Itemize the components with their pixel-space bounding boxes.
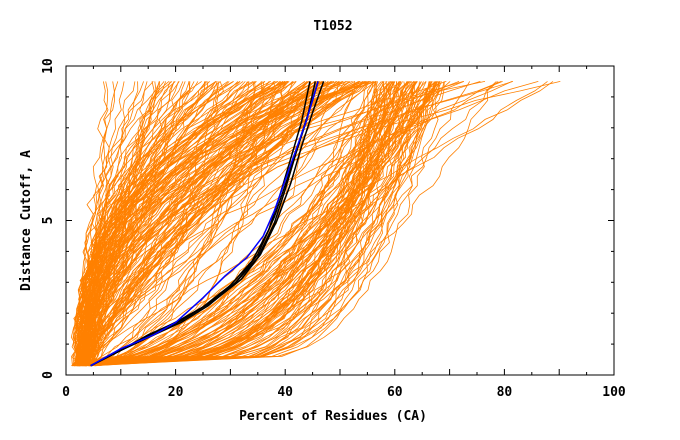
- background-series-line: [83, 81, 376, 367]
- x-tick-labels: 0 20 40 60 80 100: [62, 385, 626, 400]
- background-series-line: [76, 81, 248, 366]
- y-axis-label: Distance Cutoff, A: [19, 150, 34, 291]
- background-series-line: [84, 81, 392, 367]
- background-series-line: [78, 81, 451, 367]
- background-series-line: [88, 81, 464, 366]
- background-series-line: [79, 81, 364, 366]
- background-series-line: [79, 81, 369, 367]
- background-series-line: [74, 81, 361, 366]
- background-series-line: [80, 81, 369, 366]
- background-series-line: [72, 81, 486, 366]
- background-series-line: [88, 81, 402, 367]
- background-series-line: [76, 81, 554, 367]
- background-series-line: [81, 81, 408, 367]
- background-series-line: [88, 81, 415, 367]
- y-tick-label: 0: [41, 371, 56, 379]
- background-series-line: [94, 81, 282, 367]
- background-series-line: [82, 81, 337, 366]
- background-series-line: [75, 81, 364, 366]
- background-series-line: [83, 81, 393, 367]
- background-series-line: [82, 81, 396, 367]
- background-series-line: [74, 81, 281, 366]
- background-series-line: [78, 81, 432, 367]
- background-series-line: [94, 81, 431, 367]
- background-series-line: [89, 81, 427, 367]
- background-series-line: [73, 81, 471, 367]
- background-series-line: [85, 81, 359, 366]
- x-tick-label: 80: [497, 385, 513, 400]
- y-tick-label: 5: [41, 217, 56, 225]
- background-series-line: [88, 81, 502, 366]
- background-series-line: [74, 81, 387, 367]
- background-series-line: [88, 81, 285, 366]
- series-line-5: [90, 81, 319, 367]
- background-series-line: [89, 81, 338, 366]
- series-line-3: [90, 81, 311, 367]
- x-tick-label: 100: [602, 385, 626, 400]
- background-series-line: [89, 81, 400, 367]
- y-tick-label: 10: [41, 58, 56, 74]
- background-series-line: [90, 81, 499, 367]
- background-series-line: [83, 81, 309, 366]
- background-series-line: [77, 81, 255, 367]
- background-series-line: [87, 81, 333, 366]
- x-tick-label: 20: [168, 385, 184, 400]
- x-axis-label: Percent of Residues (CA): [239, 409, 427, 424]
- background-series-line: [73, 81, 441, 367]
- series-line-2: [90, 81, 325, 367]
- background-series-line: [90, 81, 297, 366]
- background-series-line: [90, 81, 279, 366]
- background-series-line: [87, 81, 548, 367]
- background-series-line: [85, 81, 497, 367]
- background-series-line: [90, 81, 445, 367]
- background-series-line: [84, 81, 445, 367]
- background-series-line: [73, 81, 431, 367]
- background-series-line: [72, 81, 217, 366]
- background-series-line: [79, 81, 262, 366]
- background-series-line: [92, 81, 539, 366]
- background-series-line: [87, 81, 324, 366]
- background-series-line: [83, 81, 409, 367]
- x-tick-label: 40: [277, 385, 293, 400]
- background-series-line: [86, 81, 422, 367]
- axis-ticks: [65, 65, 615, 376]
- background-series-line: [90, 81, 377, 367]
- background-series-line: [91, 81, 424, 367]
- background-series-line: [80, 81, 447, 366]
- background-series-line: [77, 81, 109, 366]
- background-series-group: [70, 81, 561, 367]
- x-tick-label: 60: [387, 385, 403, 400]
- background-series-line: [71, 81, 310, 366]
- chart-title: T1052: [313, 19, 352, 34]
- background-series-line: [83, 81, 191, 366]
- background-series-line: [78, 81, 440, 367]
- background-series-line: [83, 81, 356, 367]
- background-series-line: [78, 81, 409, 367]
- highlight-series-group: [90, 81, 325, 367]
- y-tick-labels: 0 5 10: [41, 58, 56, 379]
- x-tick-label: 0: [62, 385, 70, 400]
- background-series-line: [87, 81, 460, 366]
- background-series-line: [85, 81, 270, 366]
- background-series-line: [88, 81, 234, 366]
- background-series-line: [76, 81, 294, 366]
- background-series-line: [81, 81, 414, 367]
- background-series-line: [91, 81, 465, 366]
- background-series-line: [84, 81, 513, 366]
